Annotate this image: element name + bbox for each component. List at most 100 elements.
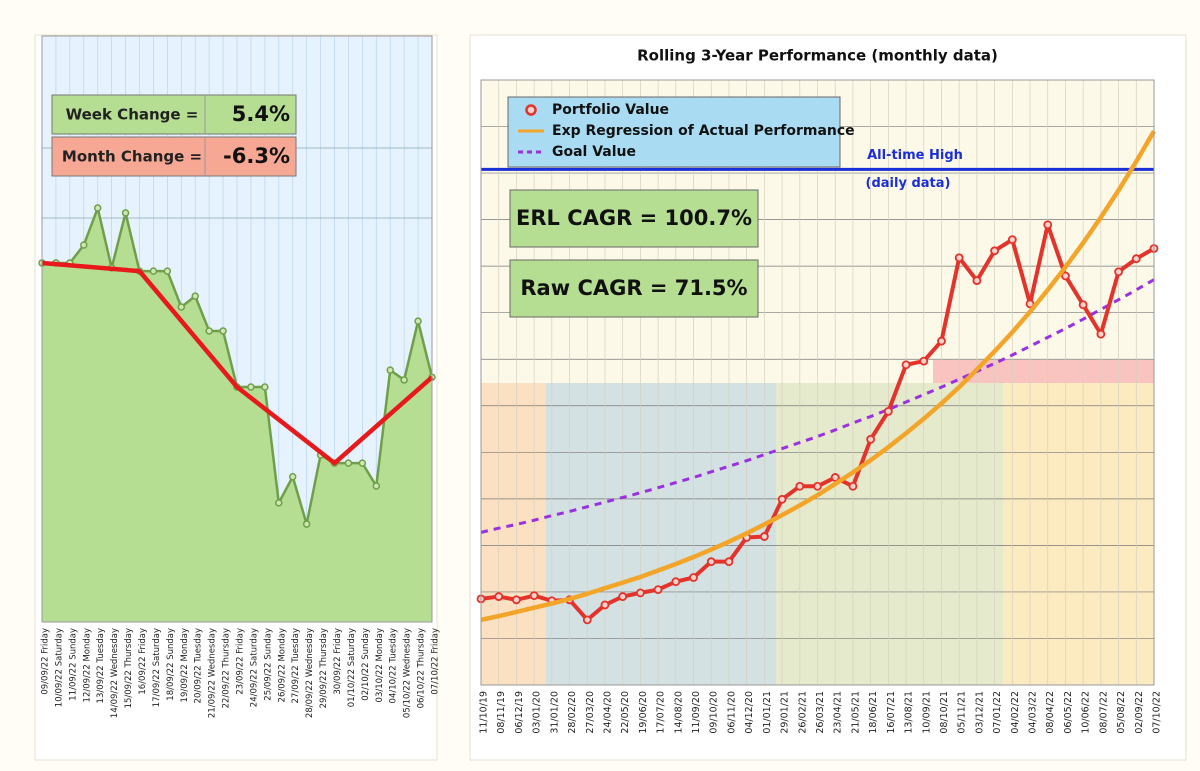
right-chart: Rolling 3-Year Performance (monthly data… <box>476 47 1163 734</box>
x-tick-label: 11/09/22 Sunday <box>68 628 78 701</box>
legend-label: Goal Value <box>552 144 636 160</box>
marker <box>302 520 311 528</box>
x-tick-label: 03/01/20 <box>532 691 543 734</box>
x-tick-label: 23/04/21 <box>833 691 844 734</box>
x-tick-label: 09/10/20 <box>709 691 720 734</box>
marker <box>724 557 734 567</box>
x-tick-label: 04/10/22 Tuesday <box>389 628 399 703</box>
x-tick-label: 04/12/20 <box>744 691 755 734</box>
x-tick-label: 24/04/20 <box>602 691 613 734</box>
marker <box>1096 329 1106 339</box>
marker <box>901 360 911 370</box>
chart-title: Rolling 3-Year Performance (monthly data… <box>637 47 998 65</box>
x-tick-label: 06/12/19 <box>514 691 525 734</box>
x-tick-label: 28/02/20 <box>567 691 578 734</box>
marker <box>247 383 255 391</box>
x-tick-label: 19/06/20 <box>638 691 649 734</box>
x-tick-label: 20/09/22 Tuesday <box>194 628 204 703</box>
x-tick-label: 02/09/22 <box>1134 691 1145 734</box>
marker <box>1043 220 1053 230</box>
x-tick-label: 22/09/22 Thursday <box>222 628 232 708</box>
x-tick-label: 25/09/22 Sunday <box>263 628 273 701</box>
x-tick-label: 13/09/22 Tuesday <box>96 628 106 703</box>
ath-sublabel: (daily data) <box>866 176 951 191</box>
marker <box>163 267 172 275</box>
x-tick-label: 02/10/22 Sunday <box>361 628 371 701</box>
x-tick-label: 14/09/22 Wednesday <box>110 628 120 718</box>
marker <box>866 434 876 444</box>
x-tick-label: 11/10/19 <box>479 691 490 734</box>
x-tick-label: 31/01/20 <box>549 691 560 734</box>
legend-swatch <box>525 104 537 116</box>
marker <box>149 267 158 275</box>
area <box>42 208 432 623</box>
marker <box>883 406 893 416</box>
plot-frame <box>41 35 433 623</box>
x-tick-label: 03/12/21 <box>974 691 985 734</box>
x-tick-label: 17/09/22 Saturday <box>152 628 162 707</box>
x-tick-label: 10/09/21 <box>921 691 932 734</box>
marker <box>191 292 199 300</box>
marker <box>372 482 381 490</box>
x-tick-label: 22/05/20 <box>620 691 631 734</box>
marker <box>1025 299 1035 309</box>
marker <box>1061 271 1070 281</box>
x-tick-label: 05/11/21 <box>957 691 968 734</box>
x-tick-label: 27/09/22 Tuesday <box>291 628 301 703</box>
stat-box <box>51 136 297 177</box>
marker <box>937 336 946 346</box>
marker <box>777 494 787 504</box>
legend-label: Portfolio Value <box>552 102 669 118</box>
marker <box>344 459 353 467</box>
marker <box>706 557 716 567</box>
x-tick-label: 03/10/22 Monday <box>375 628 385 702</box>
x-tick-label: 06/11/20 <box>726 691 737 734</box>
marker <box>288 473 297 481</box>
regression-line <box>480 130 1156 623</box>
marker <box>275 499 283 507</box>
x-tick-label: 18/06/21 <box>868 691 879 734</box>
plot-frame <box>480 79 1155 686</box>
x-tick-label: 16/09/22 Friday <box>138 628 148 695</box>
marker <box>954 253 964 263</box>
x-tick-label: 06/10/22 Thursday <box>417 628 427 708</box>
x-tick-label: 07/01/22 <box>992 691 1003 734</box>
marker <box>121 209 130 217</box>
marker <box>759 532 769 541</box>
x-tick-label: 05/10/22 Wednesday <box>403 628 413 718</box>
x-tick-label: 29/01/21 <box>780 691 791 734</box>
marker <box>582 615 592 625</box>
marker <box>671 577 681 587</box>
marker <box>795 481 805 491</box>
x-tick-label: 08/11/19 <box>496 691 507 734</box>
marker <box>600 600 610 610</box>
marker <box>618 592 628 601</box>
x-tick-label: 08/07/22 <box>1098 691 1109 734</box>
x-tick-label: 08/10/21 <box>939 691 950 734</box>
x-tick-label: 06/05/22 <box>1063 691 1074 734</box>
marker <box>1114 267 1123 277</box>
marker <box>990 246 1000 256</box>
stat-value: -6.3% <box>223 144 290 168</box>
x-tick-label: 04/03/22 <box>1028 691 1039 734</box>
legend-label: Exp Regression of Actual Performance <box>552 123 855 139</box>
x-tick-label: 19/09/22 Monday <box>180 628 190 702</box>
x-tick-label: 09/09/22 Friday <box>41 628 51 695</box>
x-tick-label: 04/02/22 <box>1010 691 1021 734</box>
x-tick-label: 16/07/21 <box>886 691 897 734</box>
marker <box>1078 300 1088 310</box>
marker <box>689 573 698 582</box>
period-band <box>1003 383 1154 685</box>
period-band <box>776 383 1003 685</box>
x-tick-label: 08/04/22 <box>1045 691 1056 734</box>
x-tick-label: 07/10/22 Friday <box>431 628 441 695</box>
x-tick-label: 29/09/22 Thursday <box>319 628 329 708</box>
marker <box>635 588 645 598</box>
period-band <box>481 383 546 685</box>
x-tick-label: 05/08/22 <box>1116 691 1127 734</box>
marker <box>1007 235 1017 245</box>
marker <box>529 591 539 601</box>
marker <box>919 356 929 366</box>
